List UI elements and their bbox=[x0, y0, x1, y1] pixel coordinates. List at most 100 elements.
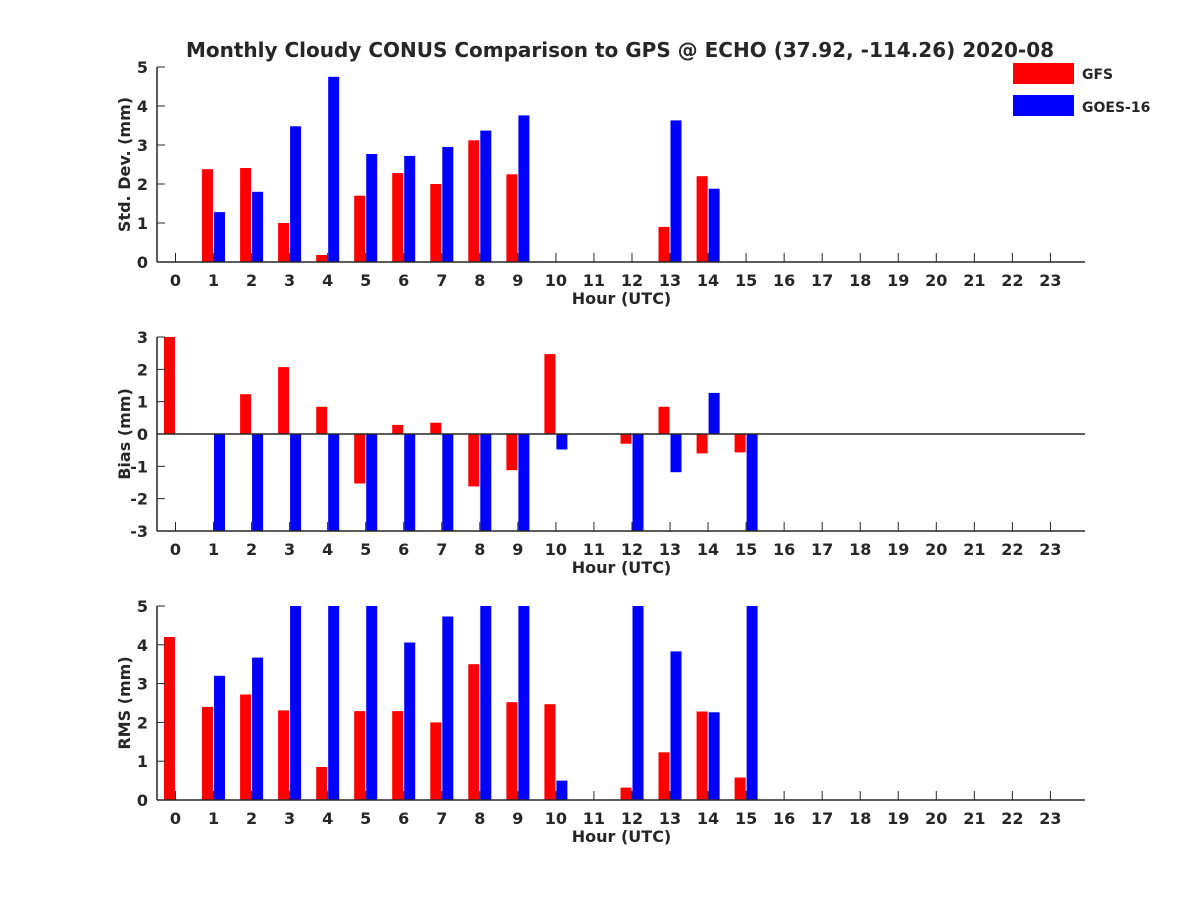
legend-label-goes16: GOES-16 bbox=[1082, 100, 1150, 116]
x-tick-label: 2 bbox=[246, 809, 257, 828]
y-tick-label: 0 bbox=[137, 425, 148, 444]
x-tick-label: 23 bbox=[1039, 809, 1061, 828]
x-tick-label: 0 bbox=[170, 271, 181, 290]
x-tick-label: 10 bbox=[545, 271, 567, 290]
x-tick-label: 22 bbox=[1001, 809, 1023, 828]
bar-goes16-hour-2 bbox=[252, 657, 264, 800]
bar-goes16-hour-3 bbox=[290, 606, 302, 800]
bar-gfs-hour-5 bbox=[354, 711, 366, 800]
bar-gfs-hour-5 bbox=[354, 434, 366, 484]
bar-goes16-hour-13 bbox=[670, 120, 682, 263]
bar-gfs-hour-7 bbox=[430, 184, 442, 262]
x-tick-label: 21 bbox=[963, 271, 985, 290]
x-tick-label: 1 bbox=[208, 809, 219, 828]
legend-label-gfs: GFS bbox=[1082, 67, 1113, 83]
x-tick-label: 19 bbox=[887, 809, 909, 828]
x-tick-label: 16 bbox=[773, 271, 795, 290]
x-tick-label: 13 bbox=[659, 540, 681, 559]
bar-gfs-hour-3 bbox=[278, 710, 290, 800]
bar-gfs-hour-8 bbox=[468, 664, 480, 800]
bar-gfs-hour-2 bbox=[240, 394, 252, 434]
bar-goes16-hour-2 bbox=[252, 191, 264, 262]
bar-goes16-hour-10 bbox=[556, 780, 568, 800]
bar-goes16-hour-4 bbox=[328, 606, 340, 800]
x-tick-label: 6 bbox=[398, 271, 409, 290]
x-axis-label: Hour (UTC) bbox=[572, 558, 672, 577]
bar-goes16-hour-5 bbox=[366, 606, 378, 800]
bar-gfs-hour-1 bbox=[202, 169, 213, 262]
x-tick-label: 12 bbox=[621, 540, 643, 559]
bar-goes16-hour-6 bbox=[404, 642, 416, 800]
x-tick-label: 11 bbox=[583, 271, 605, 290]
y-axis-label: Std. Dev. (mm) bbox=[115, 97, 134, 232]
y-tick-label: 3 bbox=[137, 328, 148, 347]
x-tick-label: 10 bbox=[545, 540, 567, 559]
y-tick-label: 4 bbox=[137, 97, 148, 116]
x-tick-label: 23 bbox=[1039, 540, 1061, 559]
x-tick-label: 20 bbox=[925, 271, 947, 290]
x-tick-label: 18 bbox=[849, 271, 871, 290]
y-tick-label: 5 bbox=[137, 597, 148, 616]
bar-goes16-hour-14 bbox=[708, 188, 720, 262]
x-tick-label: 18 bbox=[849, 540, 871, 559]
bar-gfs-hour-14 bbox=[696, 711, 708, 800]
y-axis-label: RMS (mm) bbox=[115, 656, 134, 749]
x-tick-label: 21 bbox=[963, 540, 985, 559]
bar-gfs-hour-2 bbox=[240, 168, 252, 262]
bar-gfs-hour-7 bbox=[430, 722, 442, 800]
bar-gfs-hour-14 bbox=[696, 176, 708, 262]
bar-gfs-hour-9 bbox=[506, 174, 518, 263]
bar-goes16-hour-4 bbox=[328, 76, 340, 263]
bar-goes16-hour-9 bbox=[518, 434, 530, 531]
bar-gfs-hour-1 bbox=[202, 706, 213, 800]
x-tick-label: 5 bbox=[360, 540, 371, 559]
x-tick-label: 13 bbox=[659, 809, 681, 828]
bar-gfs-hour-2 bbox=[240, 694, 252, 800]
y-tick-label: 2 bbox=[137, 713, 148, 732]
x-tick-label: 23 bbox=[1039, 271, 1061, 290]
x-tick-label: 5 bbox=[360, 809, 371, 828]
x-tick-label: 6 bbox=[398, 809, 409, 828]
x-tick-label: 17 bbox=[811, 540, 833, 559]
bar-goes16-hour-13 bbox=[670, 651, 682, 800]
bar-gfs-hour-0 bbox=[164, 637, 175, 800]
bar-goes16-hour-15 bbox=[746, 606, 758, 800]
bar-goes16-hour-1 bbox=[214, 675, 225, 800]
x-tick-label: 0 bbox=[170, 540, 181, 559]
bar-gfs-hour-12 bbox=[620, 434, 632, 444]
bar-gfs-hour-3 bbox=[278, 223, 290, 262]
x-tick-label: 1 bbox=[208, 271, 219, 290]
x-tick-label: 5 bbox=[360, 271, 371, 290]
x-tick-label: 11 bbox=[583, 809, 605, 828]
bar-gfs-hour-0 bbox=[164, 337, 175, 434]
bar-goes16-hour-8 bbox=[480, 434, 492, 531]
x-tick-label: 15 bbox=[735, 271, 757, 290]
x-tick-label: 18 bbox=[849, 809, 871, 828]
x-tick-label: 14 bbox=[697, 540, 719, 559]
bar-goes16-hour-1 bbox=[214, 212, 225, 262]
bar-goes16-hour-1 bbox=[214, 434, 225, 531]
legend-swatch-gfs bbox=[1013, 63, 1074, 84]
x-tick-label: 10 bbox=[545, 809, 567, 828]
y-tick-label: 0 bbox=[137, 253, 148, 272]
x-tick-label: 19 bbox=[887, 540, 909, 559]
y-tick-label: 2 bbox=[137, 175, 148, 194]
x-tick-label: 7 bbox=[436, 271, 447, 290]
x-tick-label: 7 bbox=[436, 809, 447, 828]
bar-gfs-hour-14 bbox=[696, 434, 708, 454]
x-tick-label: 9 bbox=[512, 809, 523, 828]
y-tick-label: 4 bbox=[137, 636, 148, 655]
y-tick-label: -2 bbox=[130, 490, 148, 509]
bar-gfs-hour-3 bbox=[278, 367, 290, 434]
x-tick-label: 12 bbox=[621, 809, 643, 828]
x-tick-label: 3 bbox=[284, 271, 295, 290]
bar-goes16-hour-2 bbox=[252, 434, 264, 531]
x-tick-label: 7 bbox=[436, 540, 447, 559]
bar-goes16-hour-12 bbox=[632, 434, 644, 531]
y-tick-label: 0 bbox=[137, 791, 148, 810]
y-tick-label: -1 bbox=[130, 457, 148, 476]
bar-goes16-hour-14 bbox=[708, 712, 720, 800]
x-tick-label: 21 bbox=[963, 809, 985, 828]
bar-gfs-hour-4 bbox=[316, 255, 328, 262]
